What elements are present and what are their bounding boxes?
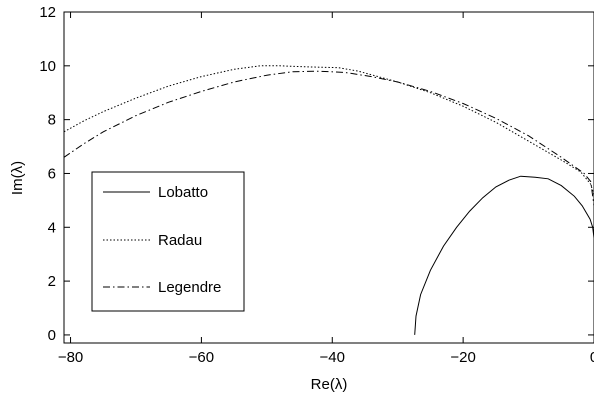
- x-tick-label: −80: [58, 349, 83, 366]
- legend-label-legendre: Legendre: [158, 279, 221, 296]
- y-tick-label: 4: [48, 219, 56, 236]
- y-tick-label: 8: [48, 112, 56, 129]
- x-axis-label: Re(λ): [311, 376, 348, 393]
- tick-labels: −80 −60 −40 −20 0 0 2 4 6 8 10 12: [39, 4, 594, 366]
- legend-label-radau: Radau: [158, 232, 202, 249]
- x-tick-label: −20: [450, 349, 475, 366]
- y-tick-label: 12: [39, 4, 56, 21]
- x-tick-label: 0: [590, 349, 594, 366]
- plot-frame: [63, 11, 594, 344]
- y-tick-label: 2: [48, 273, 56, 290]
- legend: Lobatto Radau Legendre: [91, 171, 245, 312]
- x-tick-label: −60: [189, 349, 214, 366]
- y-tick-label: 6: [48, 165, 56, 182]
- y-tick-label: 0: [48, 327, 56, 344]
- legend-box: [91, 171, 245, 312]
- legend-label-lobatto: Lobatto: [158, 184, 208, 201]
- tick-marks: [64, 11, 594, 343]
- series-line-radau: [63, 65, 594, 196]
- series-line-lobatto: [414, 175, 594, 335]
- y-tick-label: 10: [39, 58, 56, 75]
- x-tick-label: −40: [320, 349, 345, 366]
- series-layer: [63, 65, 594, 335]
- y-axis-label: Im(λ): [9, 161, 26, 195]
- series-line-legendre: [63, 70, 594, 206]
